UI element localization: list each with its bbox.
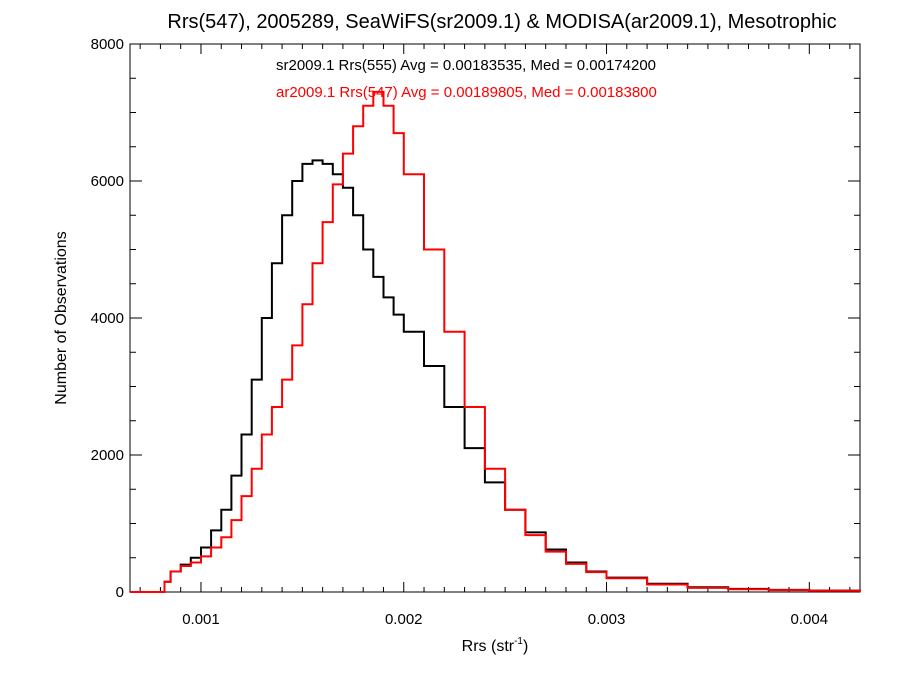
x-tick-label-0: 0.001 <box>182 611 220 628</box>
x-tick-label-3: 0.004 <box>791 611 829 628</box>
x-tick-label-2: 0.003 <box>588 611 626 628</box>
legend-series-1: sr2009.1 Rrs(555) Avg = 0.00183535, Med … <box>276 57 656 74</box>
y-tick-label-4: 8000 <box>91 36 124 53</box>
series-line-2 <box>130 90 861 593</box>
y-axis-label: Number of Observations <box>53 231 70 404</box>
x-axis-label-sup: -1 <box>514 636 523 647</box>
plot-frame <box>129 43 861 593</box>
x-axis-label-main: Rrs (str <box>462 638 515 655</box>
ticks-layer: 0.001 0.002 0.003 0.004 0 2000 4000 6000 8000 <box>91 36 860 628</box>
y-tick-label-0: 0 <box>116 584 124 601</box>
legend: sr2009.1 Rrs(555) Avg = 0.00183535, Med … <box>276 57 657 101</box>
y-tick-label-3: 6000 <box>91 173 124 190</box>
x-axis-label: Rrs (str-1) <box>462 636 529 655</box>
x-axis-label-close: ) <box>523 638 528 655</box>
y-tick-label-1: 2000 <box>91 447 124 464</box>
legend-series-2: ar2009.1 Rrs(547) Avg = 0.00189805, Med … <box>276 84 657 101</box>
series-line-1 <box>130 159 861 593</box>
x-tick-label-1: 0.002 <box>385 611 423 628</box>
chart-title: Rrs(547), 2005289, SeaWiFS(sr2009.1) & M… <box>167 11 836 33</box>
y-tick-label-2: 4000 <box>91 310 124 327</box>
series-layer <box>130 90 861 593</box>
